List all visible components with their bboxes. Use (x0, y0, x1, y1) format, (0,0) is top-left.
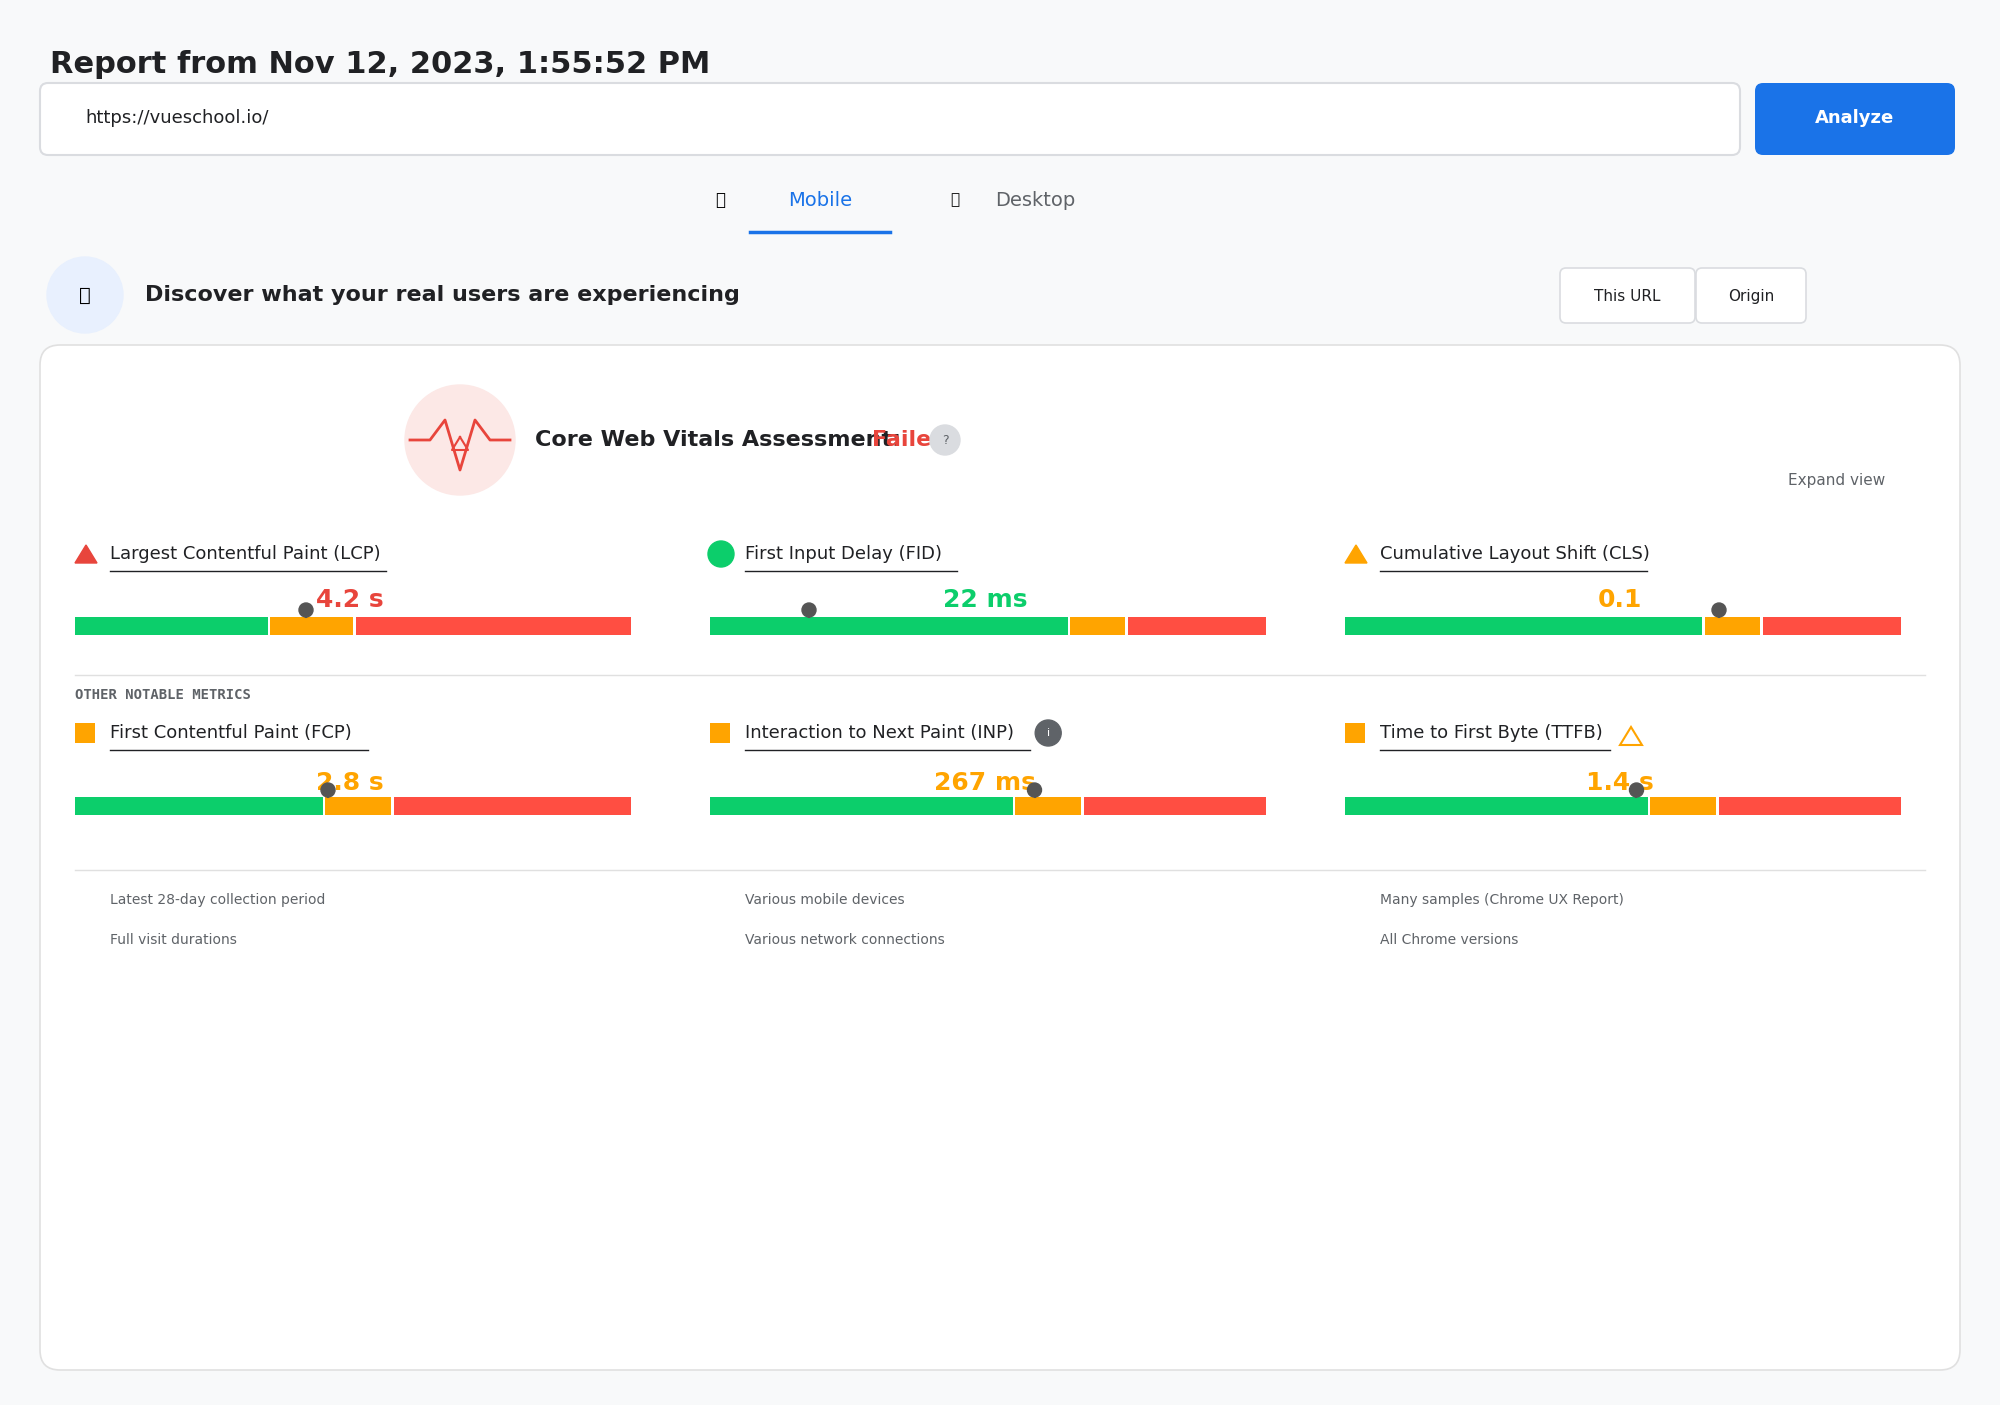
FancyBboxPatch shape (1084, 797, 1266, 815)
FancyBboxPatch shape (1344, 617, 1702, 635)
FancyBboxPatch shape (1070, 617, 1126, 635)
Text: 👥: 👥 (80, 285, 90, 305)
Text: Largest Contentful Paint (LCP): Largest Contentful Paint (LCP) (110, 545, 380, 563)
Text: Time to First Byte (TTFB): Time to First Byte (TTFB) (1380, 724, 1602, 742)
Text: Full visit durations: Full visit durations (110, 933, 236, 947)
FancyBboxPatch shape (394, 797, 630, 815)
FancyBboxPatch shape (76, 797, 322, 815)
Text: https://vueschool.io/: https://vueschool.io/ (84, 110, 268, 126)
Text: Latest 28-day collection period: Latest 28-day collection period (110, 894, 326, 908)
FancyBboxPatch shape (40, 346, 1960, 1370)
FancyBboxPatch shape (1696, 268, 1806, 323)
FancyBboxPatch shape (1560, 268, 1696, 323)
Text: Various network connections: Various network connections (744, 933, 944, 947)
FancyBboxPatch shape (1756, 83, 1956, 155)
FancyBboxPatch shape (1720, 797, 1900, 815)
Text: Discover what your real users are experiencing: Discover what your real users are experi… (144, 285, 740, 305)
Circle shape (1630, 783, 1644, 797)
FancyBboxPatch shape (1344, 724, 1364, 743)
FancyBboxPatch shape (76, 617, 268, 635)
Text: First Input Delay (FID): First Input Delay (FID) (744, 545, 942, 563)
Circle shape (1712, 603, 1726, 617)
FancyBboxPatch shape (710, 797, 1012, 815)
FancyBboxPatch shape (710, 724, 730, 743)
FancyBboxPatch shape (76, 724, 96, 743)
Text: This URL: This URL (1594, 288, 1660, 303)
FancyBboxPatch shape (356, 617, 630, 635)
Text: Mobile: Mobile (788, 191, 852, 209)
Text: 4.2 s: 4.2 s (316, 589, 384, 613)
Text: i: i (1046, 728, 1050, 738)
Text: Many samples (Chrome UX Report): Many samples (Chrome UX Report) (1380, 894, 1624, 908)
Circle shape (300, 603, 312, 617)
Text: 1.4 s: 1.4 s (1586, 771, 1654, 795)
Polygon shape (1344, 545, 1368, 563)
FancyBboxPatch shape (1650, 797, 1716, 815)
Text: 267 ms: 267 ms (934, 771, 1036, 795)
FancyBboxPatch shape (326, 797, 392, 815)
Text: 22 ms: 22 ms (942, 589, 1028, 613)
Text: Analyze: Analyze (1816, 110, 1894, 126)
FancyBboxPatch shape (40, 83, 1740, 155)
Text: Cumulative Layout Shift (CLS): Cumulative Layout Shift (CLS) (1380, 545, 1650, 563)
Circle shape (708, 541, 734, 568)
Circle shape (1028, 783, 1042, 797)
Text: 📱: 📱 (716, 191, 724, 209)
Text: Origin: Origin (1728, 288, 1774, 303)
FancyBboxPatch shape (1344, 797, 1648, 815)
Circle shape (48, 257, 124, 333)
Text: Interaction to Next Paint (INP): Interaction to Next Paint (INP) (744, 724, 1014, 742)
Circle shape (930, 424, 960, 455)
Circle shape (802, 603, 816, 617)
Text: Failed: Failed (872, 430, 948, 450)
Text: Various mobile devices: Various mobile devices (744, 894, 904, 908)
Polygon shape (76, 545, 96, 563)
FancyBboxPatch shape (270, 617, 352, 635)
Text: 2.8 s: 2.8 s (316, 771, 384, 795)
FancyBboxPatch shape (710, 617, 1068, 635)
FancyBboxPatch shape (1706, 617, 1760, 635)
Text: 0.1: 0.1 (1598, 589, 1642, 613)
Text: Expand view: Expand view (1788, 472, 1886, 488)
Text: 🖥: 🖥 (950, 192, 960, 208)
Text: Report from Nov 12, 2023, 1:55:52 PM: Report from Nov 12, 2023, 1:55:52 PM (50, 51, 710, 79)
Text: OTHER NOTABLE METRICS: OTHER NOTABLE METRICS (76, 688, 250, 702)
Text: Core Web Vitals Assessment:: Core Web Vitals Assessment: (536, 430, 900, 450)
FancyBboxPatch shape (1016, 797, 1082, 815)
FancyBboxPatch shape (1128, 617, 1266, 635)
Text: All Chrome versions: All Chrome versions (1380, 933, 1518, 947)
Circle shape (1036, 719, 1062, 746)
Text: Desktop: Desktop (994, 191, 1076, 209)
Circle shape (320, 783, 336, 797)
Circle shape (404, 385, 516, 495)
Text: First Contentful Paint (FCP): First Contentful Paint (FCP) (110, 724, 352, 742)
FancyBboxPatch shape (1764, 617, 1900, 635)
Text: ?: ? (942, 434, 948, 447)
